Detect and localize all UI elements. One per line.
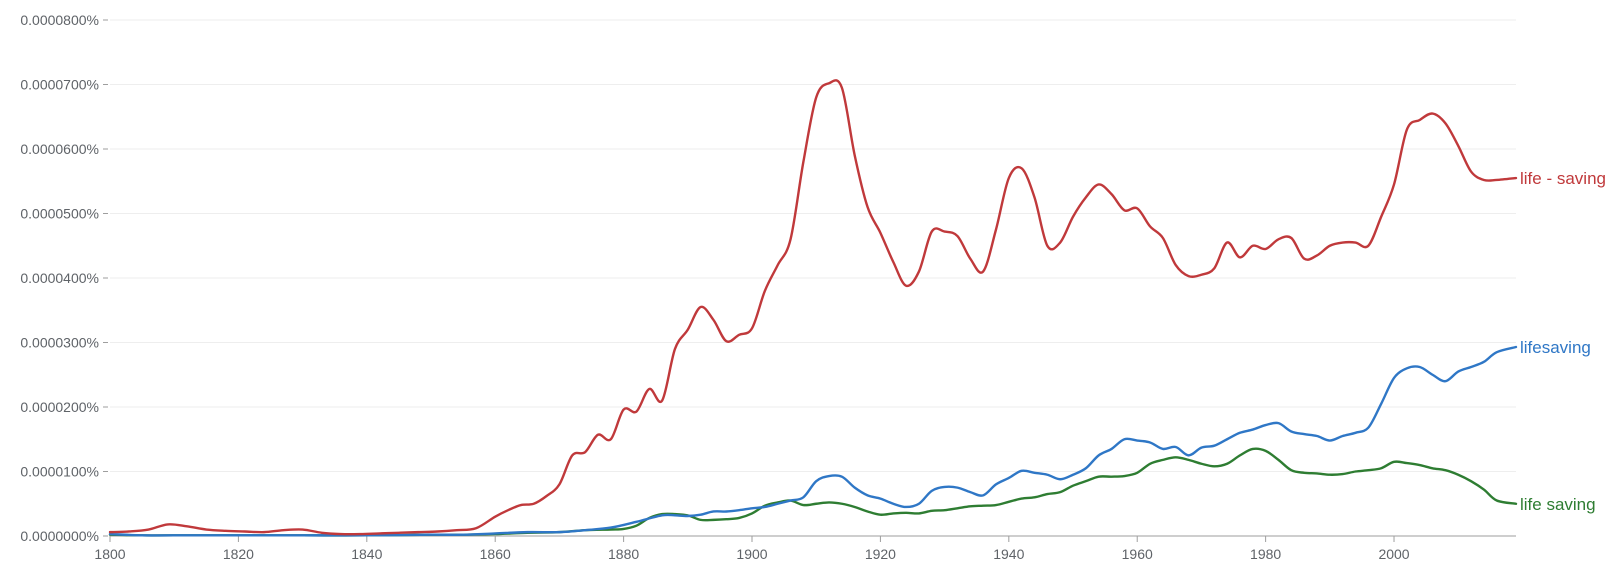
y-tick-label: 0.0000200%	[20, 399, 99, 415]
x-tick-label: 1940	[993, 546, 1024, 562]
x-tick-label: 2000	[1378, 546, 1409, 562]
y-tick-label: 0.0000500%	[20, 206, 99, 222]
x-tick-label: 1820	[223, 546, 254, 562]
y-tick-label: 0.0000600%	[20, 141, 99, 157]
x-tick-label: 1860	[480, 546, 511, 562]
series-label-life-saving: life saving	[1520, 495, 1596, 514]
series-label-lifesaving: lifesaving	[1520, 338, 1591, 357]
series-line-lifesaving	[108, 345, 1518, 537]
y-tick-label: 0.0000400%	[20, 270, 99, 286]
x-tick-label: 1880	[608, 546, 639, 562]
y-tick-label: 0.0000800%	[20, 12, 99, 28]
series-line-life-saving	[108, 447, 1518, 537]
x-tick-label: 1800	[94, 546, 125, 562]
series-layer	[108, 79, 1518, 537]
x-tick-label: 1840	[351, 546, 382, 562]
grid-layer	[110, 19, 1516, 472]
y-tick-label: 0.0000700%	[20, 77, 99, 93]
axis-layer: 0.0000000% 0.0000100% 0.0000200% 0.0000300%…	[20, 12, 1516, 562]
x-tick-label: 1920	[865, 546, 896, 562]
y-tick-label: 0.0000000%	[20, 528, 99, 544]
series-label-life-saving: life - saving	[1520, 169, 1606, 188]
label-layer: life - saving lifesaving life saving	[1520, 169, 1606, 514]
x-tick-label: 1960	[1122, 546, 1153, 562]
series-line-life-saving	[108, 79, 1518, 536]
x-tick-label: 1980	[1250, 546, 1281, 562]
y-tick-label: 0.0000100%	[20, 464, 99, 480]
x-tick-label: 1900	[736, 546, 767, 562]
y-tick-label: 0.0000300%	[20, 335, 99, 351]
